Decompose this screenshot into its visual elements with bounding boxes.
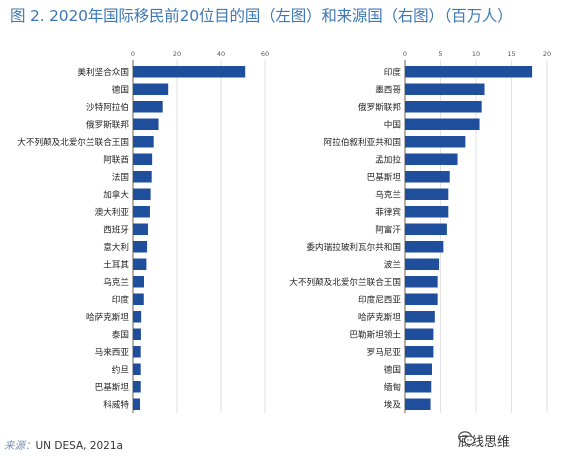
x-tick-label: 0: [131, 50, 135, 58]
bar: [133, 223, 148, 235]
category-label: 科威特: [103, 398, 129, 410]
bar: [405, 328, 434, 340]
bar: [133, 328, 141, 340]
source-label: 来源：: [4, 440, 36, 452]
category-label: 印度: [384, 66, 402, 78]
category-label: 西班牙: [103, 223, 129, 235]
bar: [405, 136, 466, 148]
category-label: 巴勒斯坦领土: [349, 328, 401, 340]
category-label: 马来西亚: [95, 347, 130, 358]
bar: [133, 171, 152, 183]
bar: [405, 293, 438, 305]
category-label: 缅甸: [384, 381, 401, 393]
bar: [405, 118, 480, 130]
x-tick-label: 60: [261, 50, 269, 58]
bar: [405, 381, 432, 393]
category-label: 法国: [112, 171, 129, 183]
bar: [133, 118, 159, 130]
bar: [405, 258, 440, 270]
bar: [405, 311, 435, 323]
category-label: 罗马尼亚: [367, 347, 402, 358]
x-tick-label: 15: [507, 50, 515, 58]
bar: [133, 311, 142, 323]
x-tick-label: 40: [217, 50, 225, 58]
category-label: 阿拉伯叙利亚共和国: [324, 136, 401, 148]
category-label: 乌克兰: [103, 276, 129, 288]
bar: [133, 66, 246, 78]
category-label: 沙特阿拉伯: [86, 101, 129, 113]
category-label: 德国: [112, 83, 129, 95]
bar: [405, 83, 485, 95]
category-label: 印度: [112, 293, 130, 305]
bar: [405, 241, 444, 253]
bar: [133, 136, 154, 148]
bar: [405, 276, 438, 288]
category-label: 菲律宾: [375, 206, 401, 218]
bar: [133, 153, 153, 165]
bar: [405, 398, 431, 410]
x-tick-label: 5: [438, 50, 442, 58]
category-label: 土耳其: [103, 258, 129, 270]
category-label: 德国: [384, 363, 401, 375]
category-label: 巴基斯坦: [367, 171, 402, 183]
category-label: 印度尼西亚: [358, 293, 401, 305]
origin-chart: 0 5 10 15 20 印度墨西哥俄罗斯联邦中国阿拉伯叙利亚共和国孟加拉巴基斯坦乌克兰菲…: [289, 50, 551, 413]
wechat-icon: [458, 431, 476, 446]
watermark: 底线思维: [458, 431, 510, 450]
bar: [133, 293, 144, 305]
source-note: 来源：UN DESA, 2021a: [4, 438, 123, 453]
destination-chart: 0 20 40 60 美利坚合众国德国沙特阿拉伯俄罗斯联邦大不列颠及北爱尔兰联合王国阿联…: [17, 50, 269, 413]
bar: [133, 346, 141, 358]
bar: [405, 223, 447, 235]
category-label: 哈萨克斯坦: [86, 311, 129, 323]
x-tick-label: 0: [403, 50, 407, 58]
x-tick-label: 20: [173, 50, 181, 58]
bar: [133, 276, 144, 288]
bar: [405, 363, 432, 375]
category-label: 阿联酋: [103, 153, 129, 165]
bar: [133, 83, 169, 95]
category-label: 美利坚合众国: [77, 66, 129, 78]
x-tick-label: 10: [472, 50, 480, 58]
bar: [405, 101, 482, 113]
category-label: 乌克兰: [375, 188, 401, 200]
category-label: 波兰: [384, 258, 402, 270]
bar: [405, 171, 450, 183]
category-label: 大不列颠及北爱尔兰联合王国: [17, 136, 129, 148]
category-label: 墨西哥: [375, 84, 401, 95]
bar: [405, 66, 533, 78]
page-title: 图 2. 2020年国际移民前20位目的国（左图）和来源国（右图）（百万人）: [10, 7, 513, 25]
category-label: 意大利: [103, 241, 129, 253]
x-tick-label: 20: [543, 50, 551, 58]
bar: [405, 206, 449, 218]
category-label: 中国: [384, 118, 401, 130]
category-label: 孟加拉: [375, 153, 401, 165]
bar: [405, 188, 449, 200]
category-label: 埃及: [384, 398, 402, 410]
category-label: 澳大利亚: [95, 206, 130, 218]
category-label: 俄罗斯联邦: [86, 118, 129, 130]
bar: [133, 398, 141, 410]
category-label: 巴基斯坦: [95, 381, 130, 393]
bar: [133, 363, 141, 375]
bar: [133, 206, 150, 218]
bar: [133, 258, 147, 270]
bar: [133, 101, 163, 113]
category-label: 哈萨克斯坦: [358, 311, 401, 323]
bar: [133, 188, 151, 200]
category-label: 泰国: [112, 328, 129, 340]
bar: [133, 381, 141, 393]
category-label: 阿富汗: [375, 223, 401, 235]
category-label: 约旦: [112, 363, 130, 375]
bar: [405, 153, 458, 165]
category-label: 俄罗斯联邦: [358, 101, 401, 113]
category-label: 委内瑞拉玻利瓦尔共和国: [306, 241, 401, 253]
source-text: UN DESA, 2021a: [35, 440, 123, 452]
bar: [405, 346, 434, 358]
bar: [133, 241, 148, 253]
category-label: 大不列颠及北爱尔兰联合王国: [289, 276, 401, 288]
category-label: 加拿大: [103, 188, 129, 200]
